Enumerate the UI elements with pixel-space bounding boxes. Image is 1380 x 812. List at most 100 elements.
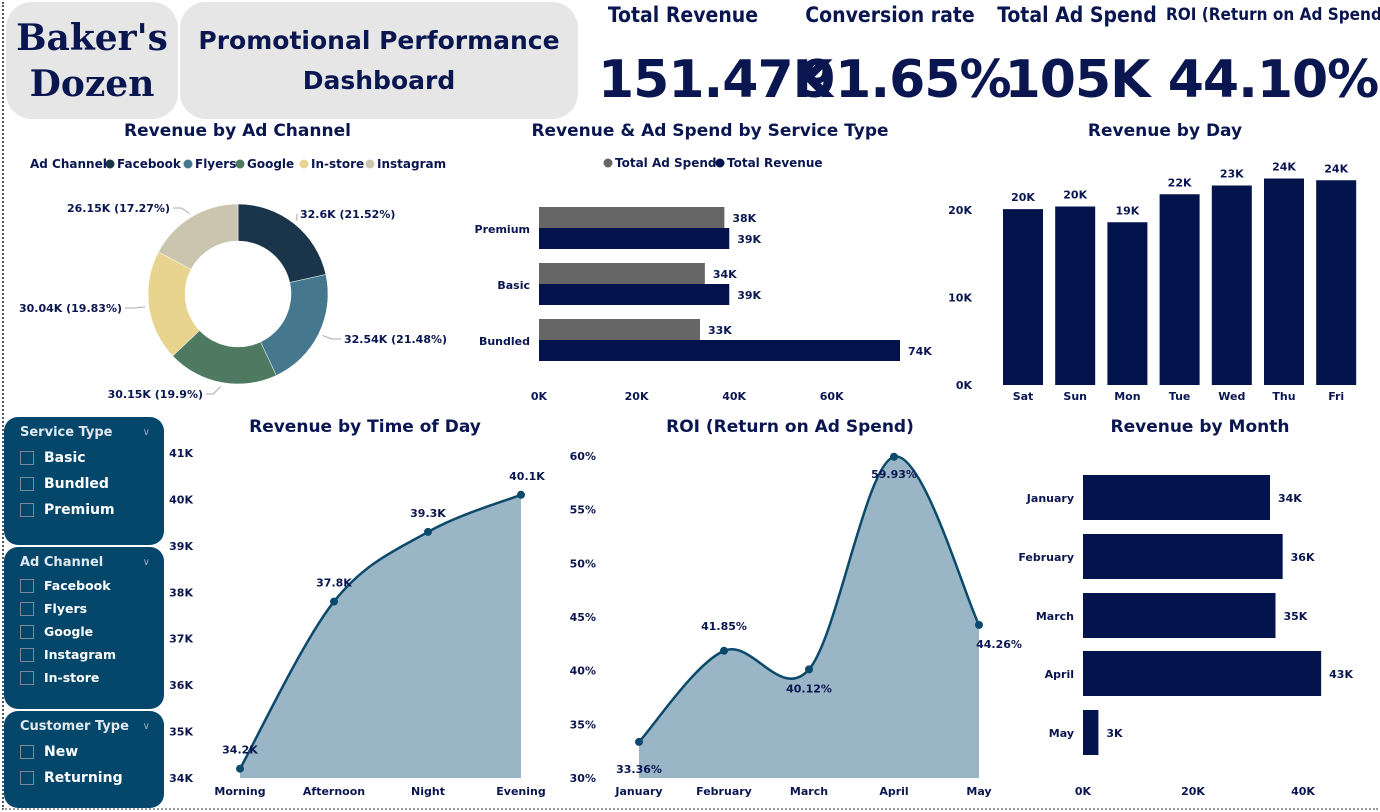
slicer-ad-channel: Ad Channel ∨ Facebook Flyers Google Insta… [4,547,164,709]
bar [1083,651,1322,696]
chevron-down-icon[interactable]: ∨ [142,427,150,438]
data-label: 19K [1115,204,1139,217]
slicer-customer-type: Customer Type ∨ New Returning [4,711,164,808]
data-point [424,527,432,536]
leader-line [322,334,341,340]
legend-marker [183,159,193,169]
data-label: 20K [1063,189,1087,202]
slicer-option[interactable]: Instagram [20,647,164,662]
option-label: Premium [44,502,115,518]
data-label: 44.26% [976,638,1022,651]
data-label: 36K [1291,551,1315,564]
bar [1003,209,1043,385]
bar [1083,593,1276,638]
data-point [330,597,338,606]
checkbox[interactable] [20,647,34,662]
bar [1083,475,1270,520]
y-tick-label: 40% [570,665,596,678]
leader-line [173,207,190,214]
bar [539,263,705,284]
kpi-value: 44.10% [1167,50,1380,110]
checkbox[interactable] [20,624,34,639]
checkbox[interactable] [20,578,34,593]
y-tick-label: 45% [570,611,596,624]
y-tick-label: 60% [570,450,596,463]
slicer-option[interactable]: New [20,744,164,760]
option-label: Facebook [44,578,111,593]
bar [1083,534,1283,579]
bar [539,319,700,340]
data-label: 34K [1278,492,1302,505]
x-tick-label: Evening [496,785,545,798]
x-tick-label: 40K [722,390,746,403]
data-label: 32.6K (21.52%) [300,208,395,221]
x-tick-label: Mon [1114,390,1140,403]
data-label: 40.1K [509,470,545,483]
data-label: 39K [737,233,761,246]
option-label: Instagram [44,647,116,662]
y-tick-label: 39K [169,540,193,553]
category-label: January [1026,492,1074,505]
y-tick-label: 40K [169,493,193,506]
chart-title-day: Revenue by Day [1087,121,1243,141]
bar [539,284,730,305]
legend-marker [715,158,725,168]
data-label: 35K [1284,610,1308,623]
chevron-down-icon[interactable]: ∨ [142,721,150,732]
category-label: May [1049,727,1074,740]
title-line2: Dashboard [302,65,456,95]
legend-marker [235,159,245,169]
slicer-option[interactable]: Facebook [20,578,164,593]
slicer-option[interactable]: Google [20,624,164,639]
data-point [975,620,983,629]
legend-label: Facebook [117,157,182,171]
chart-title-service-type: Revenue & Ad Spend by Service Type [531,121,889,141]
bar [1159,194,1200,385]
data-label: 24K [1324,162,1348,175]
data-label: 23K [1220,168,1244,181]
donut-slice [260,274,329,376]
slicer-option[interactable]: In-store [20,670,164,685]
checkbox[interactable] [20,477,34,491]
data-label: 30.15K (19.9%) [108,388,203,401]
kpi-label: Total Revenue [607,3,759,27]
data-label: 39K [737,289,761,302]
data-point [236,764,244,773]
slicer-option[interactable]: Flyers [20,601,164,616]
x-tick-label: Sat [1013,390,1034,403]
category-label: Premium [475,223,530,236]
legend-label: Google [247,157,294,171]
legend-marker [105,159,115,169]
data-label: 39.3K [410,507,446,520]
x-tick-label: Afternoon [303,785,365,798]
slicer-option[interactable]: Premium [20,502,164,518]
checkbox[interactable] [20,451,34,465]
checkbox[interactable] [20,771,34,785]
slicer-option[interactable]: Basic [20,450,164,466]
checkbox[interactable] [20,745,34,759]
option-label: Bundled [44,476,109,492]
chevron-down-icon[interactable]: ∨ [142,557,150,568]
slicer-option[interactable]: Bundled [20,476,164,492]
kpi-value: 91.65% [800,50,1012,110]
data-label: 33.36% [616,763,662,776]
title-line1: Promotional Performance [198,25,560,55]
data-point [805,665,813,674]
kpi-label: Conversion rate [805,3,975,27]
slicer-title: Ad Channel [20,555,104,570]
data-label: 20K [1011,191,1035,204]
y-tick-label: 35% [570,718,596,731]
y-tick-label: 0K [956,379,973,392]
legend-marker [365,159,375,169]
checkbox[interactable] [20,670,34,685]
y-tick-label: 37K [169,633,193,646]
slicer-option[interactable]: Returning [20,770,164,786]
kpi-conversion-rate: Conversion rate 91.65% [800,0,1012,110]
legend-label: Flyers [195,157,236,171]
checkbox[interactable] [20,503,34,517]
data-label: 33K [708,324,732,337]
checkbox[interactable] [20,601,34,616]
bar [1083,710,1099,755]
data-point [890,452,898,461]
logo: Baker's Dozen [6,2,178,119]
